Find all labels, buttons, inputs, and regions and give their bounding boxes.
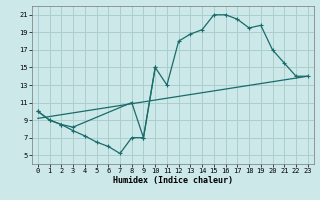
X-axis label: Humidex (Indice chaleur): Humidex (Indice chaleur)	[113, 176, 233, 185]
